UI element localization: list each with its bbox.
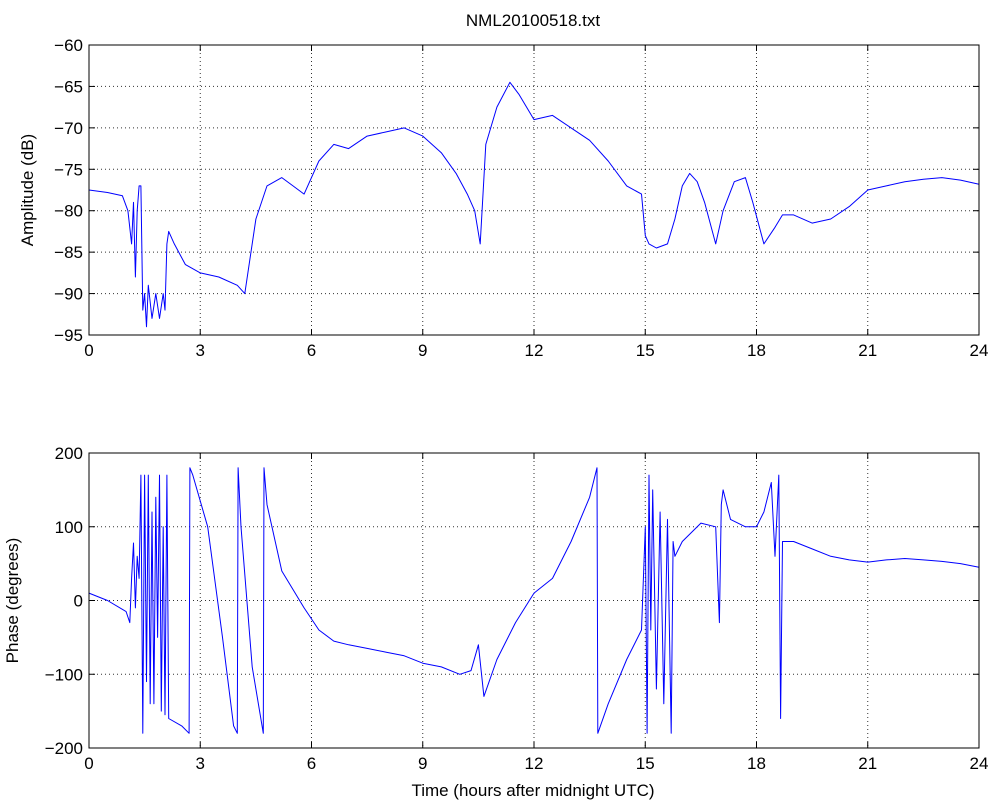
y-tick-label: 0 (74, 592, 83, 611)
y-tick-label: −65 (54, 77, 83, 96)
amplitude-ticks (88, 44, 980, 336)
x-tick-label: 9 (418, 754, 427, 773)
x-tick-label: 18 (747, 341, 766, 360)
phase-y-tick-labels: −200 −100 0 100 200 (45, 444, 83, 758)
x-tick-label: 0 (84, 341, 93, 360)
phase-series-line (88, 467, 980, 734)
y-tick-label: −80 (54, 202, 83, 221)
chart-title: NML20100518.txt (466, 11, 600, 30)
x-tick-label: 18 (747, 754, 766, 773)
x-tick-label: 9 (418, 341, 427, 360)
y-tick-label: −75 (54, 160, 83, 179)
x-tick-label: 6 (307, 341, 316, 360)
amplitude-series-line (88, 81, 980, 328)
y-tick-label: 200 (55, 444, 83, 463)
x-tick-label: 24 (970, 341, 989, 360)
amplitude-panel: NML20100518.txt 0 3 6 9 12 15 18 21 24 −95 −90 −85… (18, 11, 988, 360)
phase-x-tick-labels: 0 3 6 9 12 15 18 21 24 (84, 754, 988, 773)
phase-ticks (88, 452, 980, 749)
y-tick-label: −70 (54, 119, 83, 138)
y-tick-label: −200 (45, 739, 83, 758)
amplitude-grid (89, 45, 979, 335)
x-tick-label: 0 (84, 754, 93, 773)
amplitude-y-tick-labels: −95 −90 −85 −80 −75 −70 −65 −60 (54, 36, 83, 345)
x-tick-label: 24 (970, 754, 989, 773)
x-tick-label: 6 (307, 754, 316, 773)
y-tick-label: −90 (54, 285, 83, 304)
x-tick-label: 12 (525, 341, 544, 360)
x-tick-label: 21 (858, 341, 877, 360)
x-tick-label: 21 (858, 754, 877, 773)
phase-y-axis-label: Phase (degrees) (3, 538, 22, 664)
x-tick-label: 3 (196, 754, 205, 773)
y-tick-label: −60 (54, 36, 83, 55)
y-tick-label: −100 (45, 665, 83, 684)
phase-x-axis-label: Time (hours after midnight UTC) (411, 781, 654, 800)
y-tick-label: 100 (55, 518, 83, 537)
amplitude-y-axis-label: Amplitude (dB) (18, 134, 37, 246)
x-tick-label: 3 (196, 341, 205, 360)
y-tick-label: −95 (54, 326, 83, 345)
x-tick-label: 15 (636, 341, 655, 360)
amplitude-x-tick-labels: 0 3 6 9 12 15 18 21 24 (84, 341, 988, 360)
x-tick-label: 12 (525, 754, 544, 773)
x-tick-label: 15 (636, 754, 655, 773)
y-tick-label: −85 (54, 243, 83, 262)
phase-panel: 0 3 6 9 12 15 18 21 24 −200 −100 0 100 200 Phase (de… (3, 444, 988, 800)
